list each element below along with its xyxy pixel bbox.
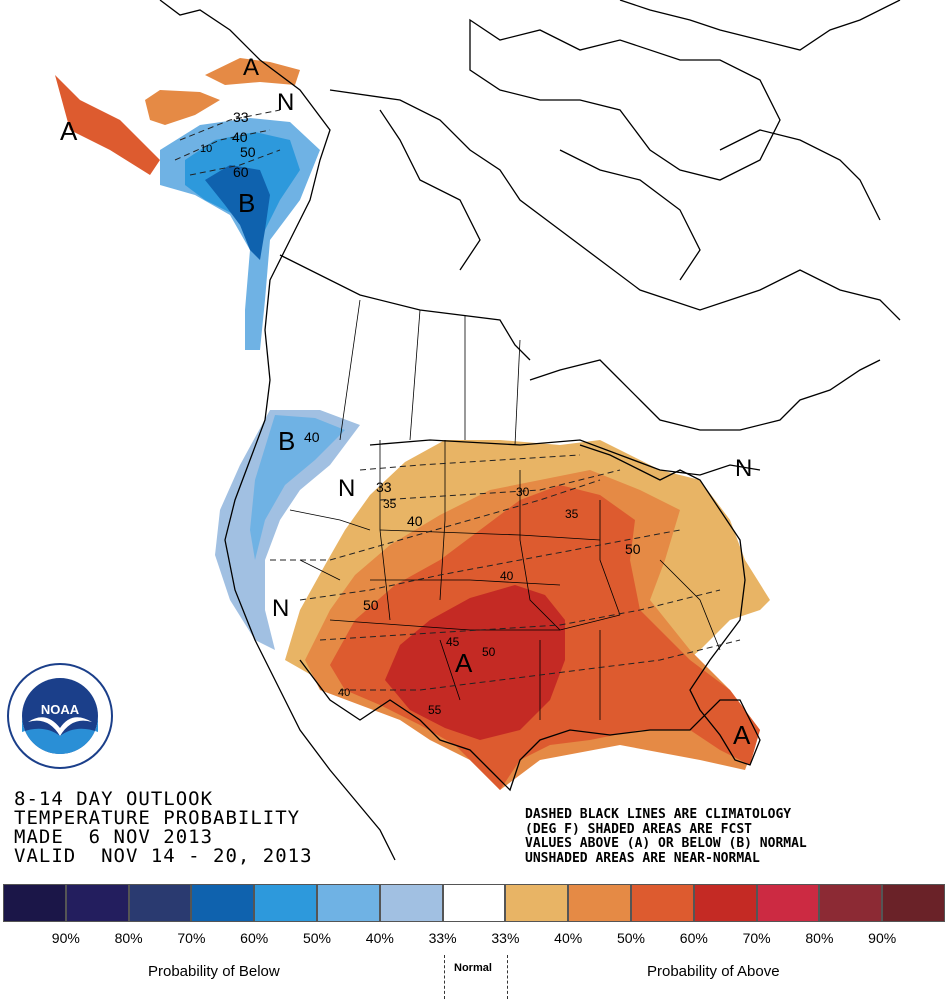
- legend-label: 70%: [177, 930, 206, 946]
- svg-text:50: 50: [482, 645, 496, 659]
- legend-swatch: [254, 884, 317, 922]
- noaa-logo: NOAA: [7, 663, 113, 769]
- alaska-above: [55, 75, 160, 175]
- above-mark: A: [455, 648, 473, 678]
- svg-text:45: 45: [446, 635, 460, 649]
- svg-text:35: 35: [383, 497, 397, 511]
- title-line: MADE 6 NOV 2013: [14, 826, 214, 848]
- svg-text:50: 50: [625, 541, 641, 557]
- normal-mark: N: [338, 475, 355, 502]
- svg-text:40: 40: [407, 513, 423, 529]
- svg-text:33: 33: [376, 479, 392, 495]
- legend-label: 80%: [114, 930, 143, 946]
- above-mark: A: [60, 116, 78, 146]
- coastlines: [159, 0, 901, 861]
- probability-legend-bar: [3, 884, 945, 922]
- legend-label: 90%: [51, 930, 80, 946]
- legend-swatch: [3, 884, 66, 922]
- normal-category-label: Normal: [454, 962, 492, 974]
- above-60-area: [385, 585, 565, 740]
- pnw-below-light: [215, 410, 360, 650]
- note-line: VALUES ABOVE (A) OR BELOW (B) NORMAL: [525, 836, 807, 851]
- borders: [289, 299, 721, 720]
- legend-swatch: [882, 884, 945, 922]
- svg-text:40: 40: [232, 129, 248, 145]
- legend-label: 90%: [868, 930, 897, 946]
- legend-swatch: [819, 884, 883, 922]
- above-mark: A: [243, 54, 259, 81]
- normal-divider-right: [507, 955, 508, 999]
- legend-label: 40%: [554, 930, 583, 946]
- above-category-label: Probability of Above: [647, 963, 780, 980]
- legend-label: 80%: [805, 930, 834, 946]
- above-mark: A: [733, 720, 751, 750]
- svg-text:50: 50: [363, 597, 379, 613]
- alaska-below-dark: [205, 165, 270, 260]
- note-line: DASHED BLACK LINES ARE CLIMATOLOGY: [525, 807, 792, 822]
- legend-swatch: [191, 884, 255, 922]
- legend-swatch: [630, 884, 694, 922]
- below-mark: B: [278, 426, 295, 456]
- outlook-map: A A A A B B N N N N 33 40 10 50 60 40 33 35 40…: [55, 0, 901, 861]
- alaska-above-3: [205, 58, 300, 85]
- legend-label: 33%: [428, 930, 457, 946]
- legend-label: 33%: [491, 930, 520, 946]
- legend-swatch: [442, 884, 506, 922]
- legend-label: 70%: [742, 930, 771, 946]
- svg-text:40: 40: [500, 569, 514, 583]
- title-line: 8-14 DAY OUTLOOK: [14, 788, 214, 810]
- alaska-above-2: [145, 90, 220, 125]
- title-line: VALID NOV 14 - 20, 2013: [14, 845, 313, 867]
- svg-text:10: 10: [200, 143, 212, 155]
- title-line: TEMPERATURE PROBABILITY: [14, 807, 301, 829]
- pnw-below-mid: [250, 415, 345, 560]
- legend-label: 60%: [679, 930, 708, 946]
- svg-text:33: 33: [233, 109, 249, 125]
- legend-label: 50%: [302, 930, 332, 946]
- legend-swatch: [693, 884, 757, 922]
- legend-label: 50%: [616, 930, 646, 946]
- map-note-block: DASHED BLACK LINES ARE CLIMATOLOGY (DEG …: [525, 807, 807, 866]
- svg-text:30: 30: [516, 485, 530, 499]
- below-category-label: Probability of Below: [148, 963, 280, 980]
- legend-swatch: [316, 884, 380, 922]
- legend-swatch: [128, 884, 192, 922]
- outlook-title-block: 8-14 DAY OUTLOOK TEMPERATURE PROBABILITY…: [14, 790, 313, 866]
- below-mark: B: [238, 188, 255, 218]
- note-line: UNSHADED AREAS ARE NEAR-NORMAL: [525, 850, 760, 866]
- svg-text:60: 60: [233, 164, 249, 180]
- normal-mark: N: [277, 89, 294, 116]
- normal-mark: N: [272, 595, 289, 622]
- legend-swatch: [756, 884, 820, 922]
- legend-swatch: [65, 884, 129, 922]
- legend-swatch: [379, 884, 443, 922]
- svg-text:NOAA: NOAA: [41, 702, 80, 717]
- svg-text:40: 40: [338, 687, 350, 699]
- svg-text:55: 55: [428, 703, 442, 717]
- svg-text:40: 40: [304, 429, 320, 445]
- legend-label: 40%: [365, 930, 394, 946]
- legend-label: 60%: [240, 930, 269, 946]
- climatology-lines: [174, 109, 741, 691]
- svg-text:50: 50: [240, 144, 256, 160]
- normal-divider-left: [444, 955, 445, 999]
- note-line: (DEG F) SHADED AREAS ARE FCST: [525, 821, 752, 837]
- normal-mark: N: [735, 455, 752, 482]
- legend-swatch: [505, 884, 569, 922]
- svg-text:35: 35: [565, 507, 579, 521]
- legend-swatch: [568, 884, 631, 922]
